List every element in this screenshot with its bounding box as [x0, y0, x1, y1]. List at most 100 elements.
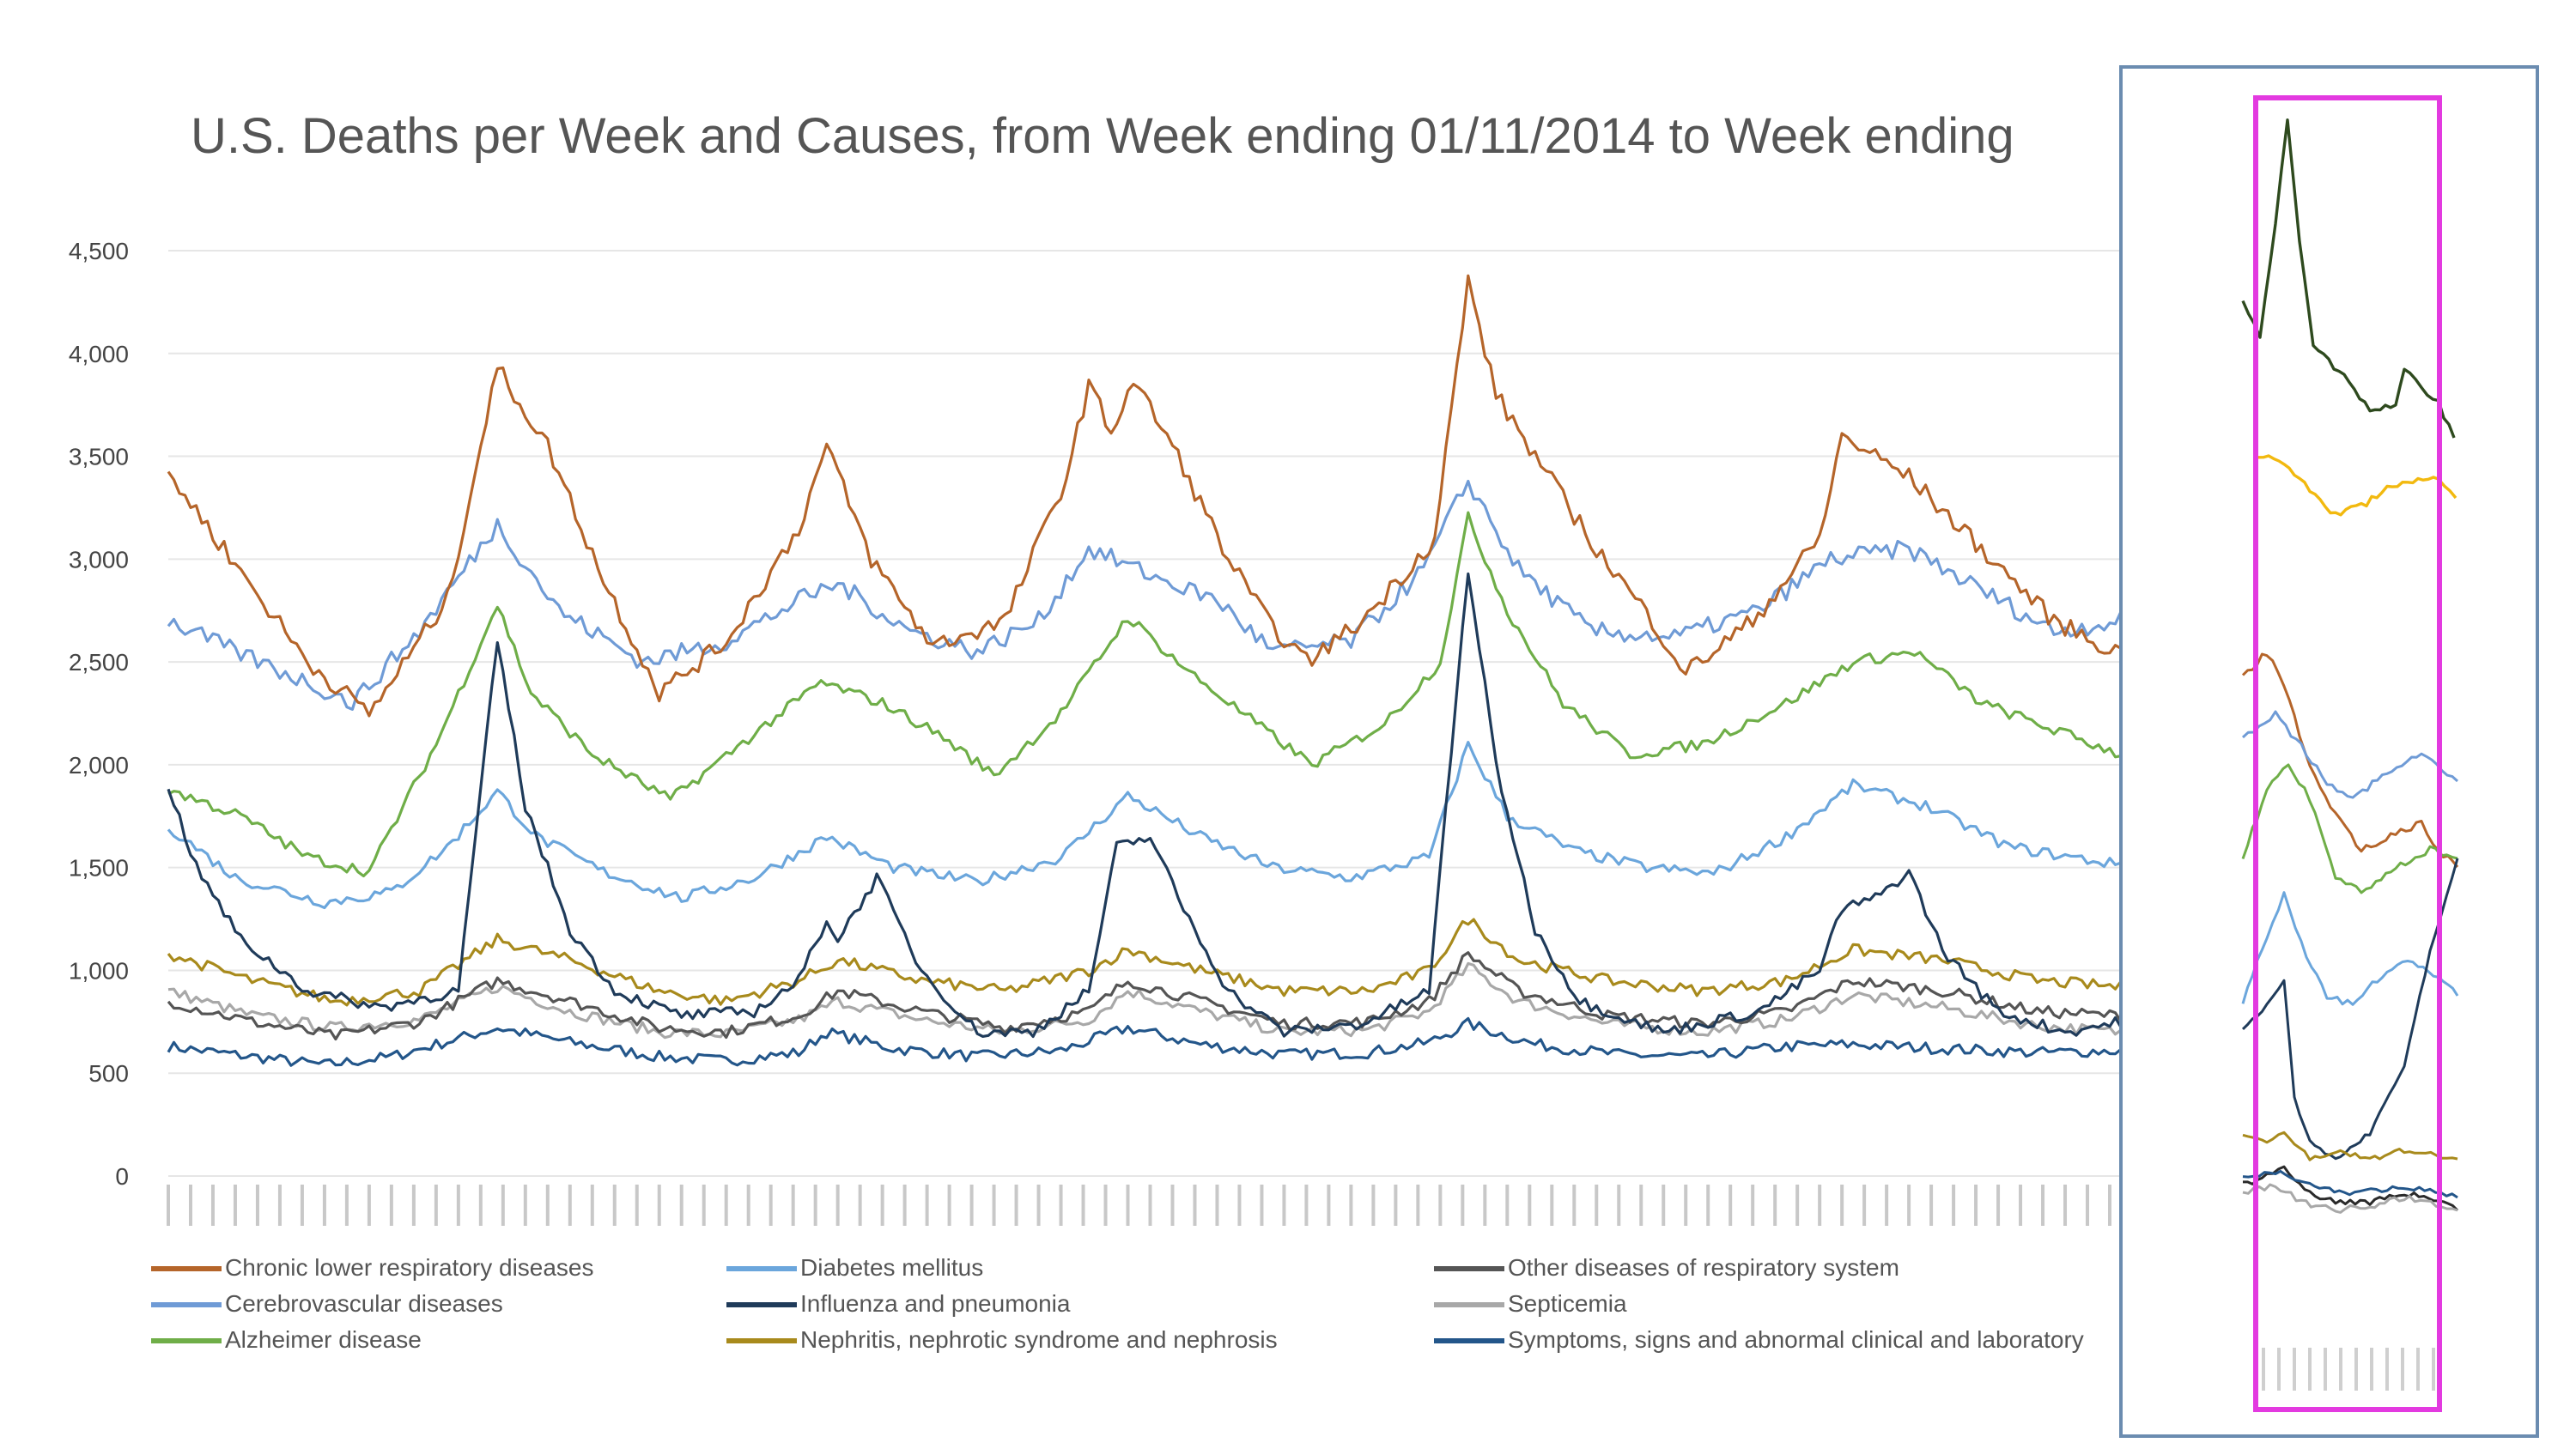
inset-x-tick-mark: [2432, 1348, 2435, 1391]
inset-line: [2241, 763, 2458, 894]
inset-x-tick-mark: [2385, 1348, 2389, 1391]
x-tick-mark: [1059, 1185, 1063, 1226]
x-tick-mark: [679, 1185, 683, 1226]
series-line: [167, 511, 2122, 878]
x-tick-mark: [1907, 1185, 1911, 1226]
x-tick-mark: [1148, 1185, 1152, 1226]
legend-item-label: Other diseases of respiratory system: [1508, 1254, 1899, 1281]
x-tick-mark: [411, 1185, 416, 1226]
legend-item-label: Nephritis, nephrotic syndrome and nephro…: [800, 1326, 1278, 1353]
x-tick-mark: [1282, 1185, 1286, 1226]
x-tick-mark: [1974, 1185, 1978, 1226]
series-lines: [167, 274, 2123, 1067]
x-tick-mark: [992, 1185, 996, 1226]
inset-line: [2242, 1183, 2458, 1214]
x-tick-mark: [1394, 1185, 1398, 1226]
x-tick-mark: [969, 1185, 974, 1226]
x-axis-ticks: [167, 1185, 2112, 1226]
y-tick-label: 2,000: [69, 752, 129, 779]
x-tick-mark: [456, 1185, 460, 1226]
x-tick-mark: [1706, 1185, 1710, 1226]
x-tick-mark: [1349, 1185, 1353, 1226]
legend-item-label: Diabetes mellitus: [800, 1254, 983, 1281]
x-tick-mark: [1416, 1185, 1420, 1226]
x-tick-mark: [389, 1185, 393, 1226]
x-tick-mark: [1617, 1185, 1621, 1226]
x-tick-mark: [1795, 1185, 1800, 1226]
x-tick-mark: [1304, 1185, 1309, 1226]
y-tick-label: 2,500: [69, 649, 129, 676]
inset-line: [2257, 454, 2458, 517]
x-tick-mark: [1193, 1185, 1197, 1226]
x-tick-mark: [434, 1185, 438, 1226]
series-line: [167, 741, 2122, 910]
x-tick-mark: [210, 1185, 215, 1226]
x-tick-mark: [1996, 1185, 2001, 1226]
x-tick-mark: [635, 1185, 639, 1226]
series-line: [167, 572, 2123, 1039]
series-line: [167, 1016, 2123, 1067]
inset-x-tick-mark: [2293, 1348, 2296, 1391]
x-tick-mark: [322, 1185, 326, 1226]
legend-item-label: Influenza and pneumonia: [800, 1290, 1071, 1317]
x-tick-mark: [1505, 1185, 1510, 1226]
legend-item-label: Chronic lower respiratory diseases: [225, 1254, 594, 1281]
x-tick-mark: [277, 1185, 282, 1226]
x-tick-mark: [880, 1185, 884, 1226]
x-tick-mark: [902, 1185, 907, 1226]
x-tick-mark: [1684, 1185, 1688, 1226]
x-tick-mark: [1170, 1185, 1175, 1226]
y-tick-label: 4,000: [69, 341, 129, 367]
x-tick-mark: [367, 1185, 371, 1226]
x-tick-mark: [2041, 1185, 2045, 1226]
inset-x-tick-mark: [2354, 1348, 2358, 1391]
x-tick-mark: [657, 1185, 661, 1226]
y-tick-label: 1,500: [69, 855, 129, 882]
inset-x-tick-mark: [2370, 1348, 2373, 1391]
x-tick-mark: [344, 1185, 349, 1226]
inset-x-tick-mark: [2339, 1348, 2342, 1391]
x-tick-mark: [1081, 1185, 1085, 1226]
x-tick-mark: [1461, 1185, 1465, 1226]
x-tick-mark: [545, 1185, 550, 1226]
x-tick-mark: [1550, 1185, 1554, 1226]
series-line: [167, 918, 2123, 1007]
x-tick-mark: [1885, 1185, 1889, 1226]
x-tick-mark: [2019, 1185, 2023, 1226]
x-tick-mark: [1572, 1185, 1577, 1226]
x-tick-mark: [1840, 1185, 1844, 1226]
series-line: [167, 274, 2122, 718]
legend-item-label: Alzheimer disease: [225, 1326, 422, 1353]
x-tick-mark: [1818, 1185, 1822, 1226]
x-tick-mark: [1639, 1185, 1643, 1226]
x-tick-mark: [1929, 1185, 1934, 1226]
x-tick-mark: [858, 1185, 862, 1226]
chart-title: U.S. Deaths per Week and Causes, from We…: [191, 108, 2014, 164]
x-tick-mark: [2063, 1185, 2068, 1226]
x-tick-mark: [188, 1185, 192, 1226]
y-tick-label: 3,500: [69, 444, 129, 470]
x-tick-mark: [612, 1185, 617, 1226]
grid: [168, 250, 2121, 1177]
y-tick-label: 500: [88, 1060, 129, 1087]
x-tick-mark: [1528, 1185, 1532, 1226]
inset-line: [2241, 118, 2456, 439]
x-tick-mark: [233, 1185, 237, 1226]
series-line: [167, 479, 2123, 711]
inset-frame: [2119, 65, 2539, 1438]
inset-line: [2242, 1169, 2458, 1199]
y-tick-label: 3,000: [69, 546, 129, 573]
x-tick-mark: [590, 1185, 594, 1226]
legend: Chronic lower respiratory diseases Cerebr…: [151, 1254, 2084, 1353]
x-tick-mark: [769, 1185, 773, 1226]
legend-item-label: Septicemia: [1508, 1290, 1627, 1317]
x-tick-mark: [1371, 1185, 1376, 1226]
inset-x-tick-mark: [2416, 1348, 2420, 1391]
x-tick-mark: [947, 1185, 951, 1226]
x-tick-mark: [702, 1185, 706, 1226]
y-tick-label: 4,500: [69, 238, 129, 264]
x-tick-mark: [1952, 1185, 1956, 1226]
x-tick-mark: [501, 1185, 505, 1226]
inset-line: [2243, 1165, 2459, 1212]
x-tick-mark: [1215, 1185, 1219, 1226]
